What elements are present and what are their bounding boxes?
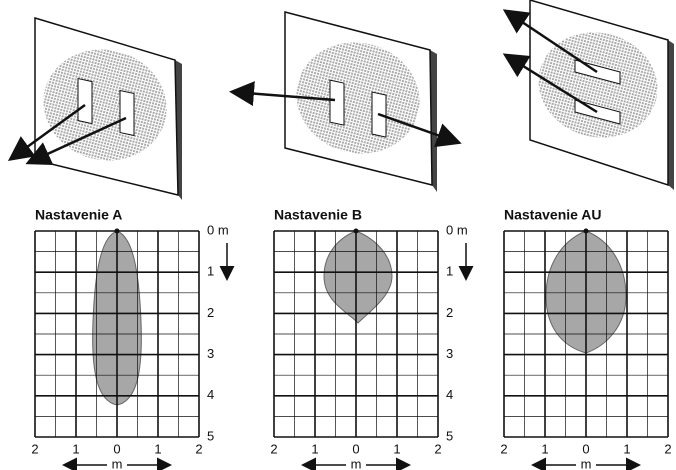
width-label: 2	[500, 441, 507, 456]
width-label: 0	[352, 441, 359, 456]
distance-label: 1	[207, 264, 214, 279]
width-label: 2	[664, 441, 671, 456]
wall-au	[502, 0, 674, 190]
wall-b	[229, 11, 462, 192]
sensor-point	[583, 228, 589, 234]
distance-label: 1	[446, 264, 453, 279]
width-label: 2	[195, 441, 202, 456]
width-label: 1	[623, 441, 630, 456]
distance-label: 0 m	[446, 222, 468, 237]
width-label: 2	[31, 441, 38, 456]
width-unit: m	[581, 456, 592, 470]
distance-label: 5	[207, 428, 214, 443]
sensor-point	[353, 228, 359, 234]
width-label: 1	[311, 441, 318, 456]
panel-title: Nastavenie A	[35, 207, 122, 223]
width-label: 1	[72, 441, 79, 456]
width-unit: m	[351, 456, 362, 470]
coverage-area	[323, 230, 393, 324]
sensor-point	[114, 228, 120, 234]
width-label: 0	[582, 441, 589, 456]
distance-label: 5	[446, 428, 453, 443]
width-label: 0	[113, 441, 120, 456]
distance-label: 4	[207, 387, 214, 402]
width-label: 1	[393, 441, 400, 456]
distance-label: 2	[446, 305, 453, 320]
distance-label: 3	[207, 346, 214, 361]
width-label: 1	[154, 441, 161, 456]
panel-title: Nastavenie AU	[504, 207, 602, 223]
distance-label: 4	[446, 387, 453, 402]
width-label: 2	[434, 441, 441, 456]
width-unit: m	[112, 456, 123, 470]
distance-label: 2	[207, 305, 214, 320]
distance-label: 3	[446, 346, 453, 361]
distance-label: 0 m	[207, 222, 229, 237]
panel-title: Nastavenie B	[274, 207, 362, 223]
width-label: 1	[541, 441, 548, 456]
wall-a	[7, 16, 182, 200]
width-label: 2	[270, 441, 277, 456]
